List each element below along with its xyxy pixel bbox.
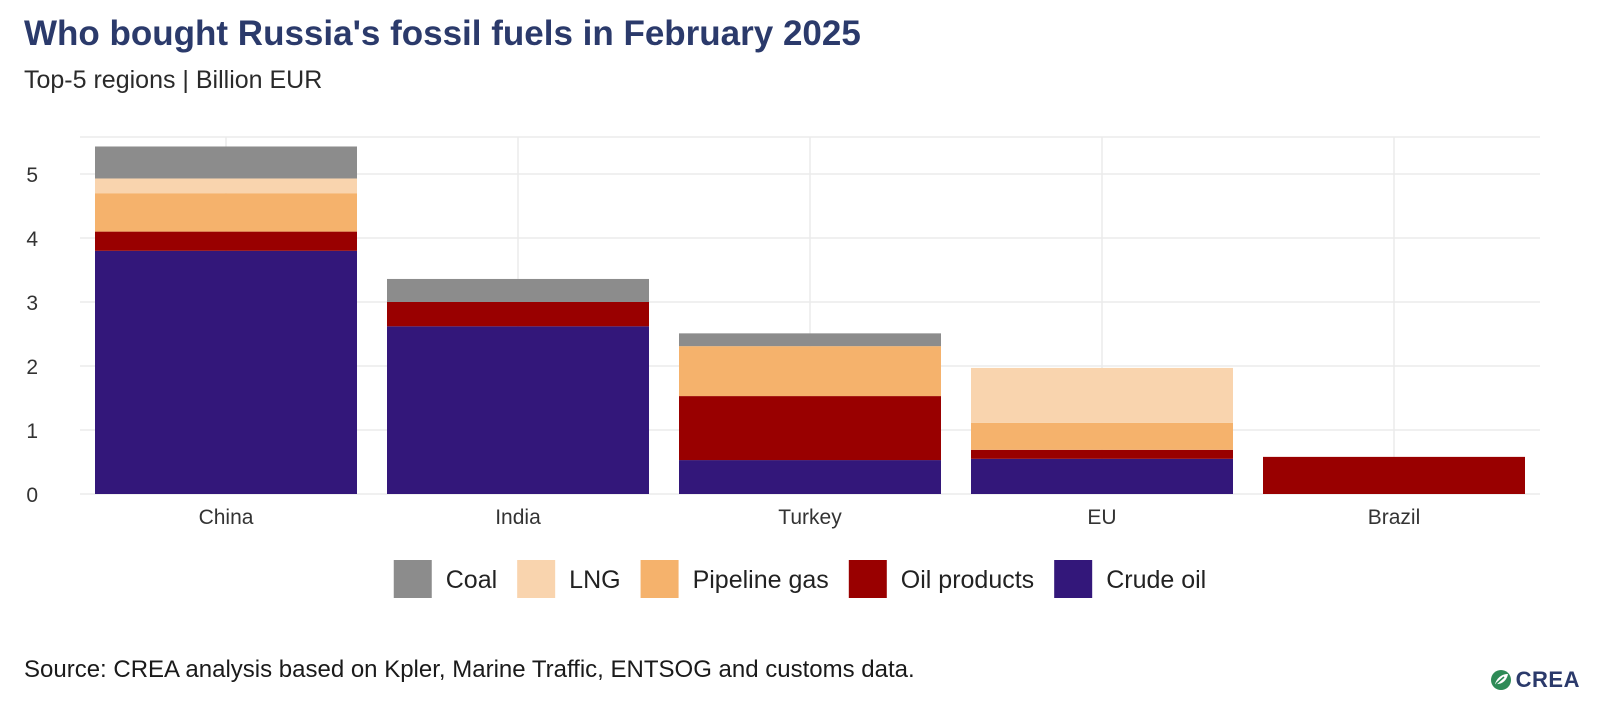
bar-lng-eu bbox=[971, 367, 1233, 423]
bar-oil-products-china bbox=[95, 231, 357, 251]
legend-label: Crude oil bbox=[1106, 566, 1206, 594]
legend-label: Pipeline gas bbox=[693, 566, 829, 594]
y-tick-label: 2 bbox=[26, 356, 38, 379]
stacked-bar-chart: 0 1 2 3 4 5 China India Turkey EU Brazil Coal LNG P… bbox=[26, 136, 1540, 598]
legend-swatch-lng bbox=[517, 560, 556, 598]
chart-subtitle: Top-5 regions | Billion EUR bbox=[24, 66, 323, 94]
bar-coal-india bbox=[387, 278, 649, 302]
x-tick-label: Turkey bbox=[778, 506, 842, 529]
bar-lng-china bbox=[95, 178, 357, 194]
chart-title: Who bought Russia's fossil fuels in Febr… bbox=[24, 14, 861, 53]
bar-crude-oil-india bbox=[387, 326, 649, 494]
bars-layer bbox=[95, 146, 1525, 494]
crea-logo: CREA bbox=[1490, 667, 1580, 693]
bar-pipeline-gas-china bbox=[95, 193, 357, 232]
source-note: Source: CREA analysis based on Kpler, Ma… bbox=[24, 656, 915, 683]
bar-crude-oil-eu bbox=[971, 458, 1233, 494]
logo-text: CREA bbox=[1515, 667, 1580, 692]
x-tick-label: China bbox=[199, 506, 254, 529]
bar-oil-products-brazil bbox=[1263, 456, 1525, 494]
y-tick-label: 4 bbox=[26, 228, 38, 251]
legend-swatch-coal bbox=[393, 560, 432, 598]
bar-oil-products-eu bbox=[971, 449, 1233, 459]
bar-coal-turkey bbox=[679, 333, 941, 347]
bar-coal-china bbox=[95, 146, 357, 179]
y-tick-label: 3 bbox=[26, 292, 38, 315]
bar-oil-products-india bbox=[387, 302, 649, 327]
x-axis-ticks: China India Turkey EU Brazil bbox=[199, 506, 1421, 529]
y-tick-label: 0 bbox=[26, 484, 38, 507]
x-tick-label: India bbox=[495, 506, 541, 529]
legend-swatch-oil-products bbox=[848, 560, 887, 598]
legend-label: LNG bbox=[569, 566, 620, 594]
y-tick-label: 5 bbox=[26, 164, 38, 187]
leaf-icon bbox=[1490, 670, 1511, 690]
legend-label: Oil products bbox=[901, 566, 1034, 594]
x-tick-label: EU bbox=[1087, 506, 1116, 529]
legend-label: Coal bbox=[446, 566, 497, 594]
bar-oil-products-turkey bbox=[679, 396, 941, 461]
bar-pipeline-gas-turkey bbox=[679, 346, 941, 397]
y-tick-label: 1 bbox=[26, 420, 38, 443]
legend-swatch-crude-oil bbox=[1054, 560, 1093, 598]
y-axis-ticks: 0 1 2 3 4 5 bbox=[26, 164, 38, 507]
legend: Coal LNG Pipeline gas Oil products Crude oil bbox=[393, 560, 1206, 598]
bar-crude-oil-turkey bbox=[679, 460, 941, 494]
x-tick-label: Brazil bbox=[1368, 506, 1421, 529]
bar-pipeline-gas-eu bbox=[971, 422, 1233, 450]
legend-swatch-pipeline-gas bbox=[640, 560, 679, 598]
bar-crude-oil-china bbox=[95, 250, 357, 494]
